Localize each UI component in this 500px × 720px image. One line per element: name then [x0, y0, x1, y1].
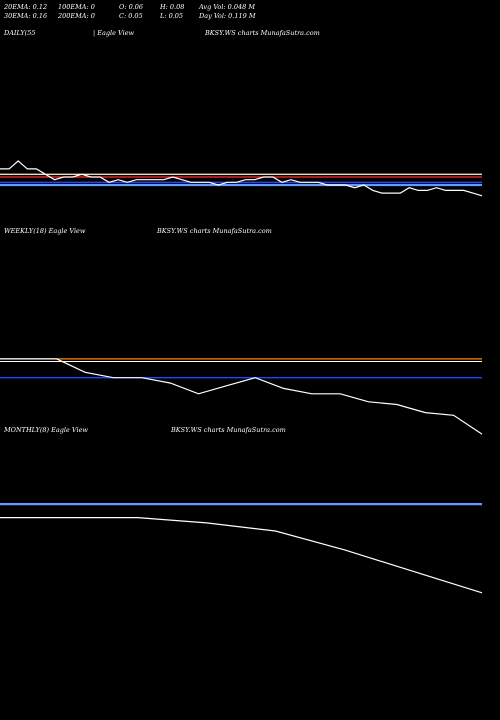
daily-view-label: | Eagle View	[93, 29, 135, 37]
stat-low: L: 0.05	[160, 12, 184, 20]
stat-200ema: 200EMA: 0	[58, 12, 95, 20]
weekly-panel	[0, 358, 483, 435]
monthly-panel	[0, 503, 483, 594]
monthly-title: BKSY.WS charts MunafaSutra.com	[171, 426, 286, 434]
stat-high: H: 0.08	[160, 3, 185, 11]
stat-100ema: 100EMA: 0	[58, 3, 95, 11]
stat-close: C: 0.05	[119, 12, 143, 20]
stats-bar: 20EMA: 0.12 100EMA: 0 O: 0.06 H: 0.08 Av…	[0, 0, 500, 20]
daily-panel	[0, 160, 483, 197]
daily-title: BKSY.WS charts MunafaSutra.com	[205, 29, 320, 37]
stat-day-vol: Day Vol: 0.119 M	[199, 12, 256, 20]
stat-30ema: 30EMA: 0.16	[4, 12, 48, 20]
daily-period-label: DAILY(55	[4, 29, 36, 37]
monthly-price-line	[0, 516, 483, 594]
weekly-price-line	[0, 358, 483, 435]
weekly-period-label: WEEKLY(18) Eagle View	[4, 227, 86, 235]
monthly-period-label: MONTHLY(8) Eagle View	[4, 426, 88, 434]
weekly-title: BKSY.WS charts MunafaSutra.com	[157, 227, 272, 235]
stat-open: O: 0.06	[119, 3, 144, 11]
daily-price-line	[0, 160, 483, 197]
stat-avg-vol: Avg Vol: 0.048 M	[199, 3, 256, 11]
stat-20ema: 20EMA: 0.12	[4, 3, 48, 11]
